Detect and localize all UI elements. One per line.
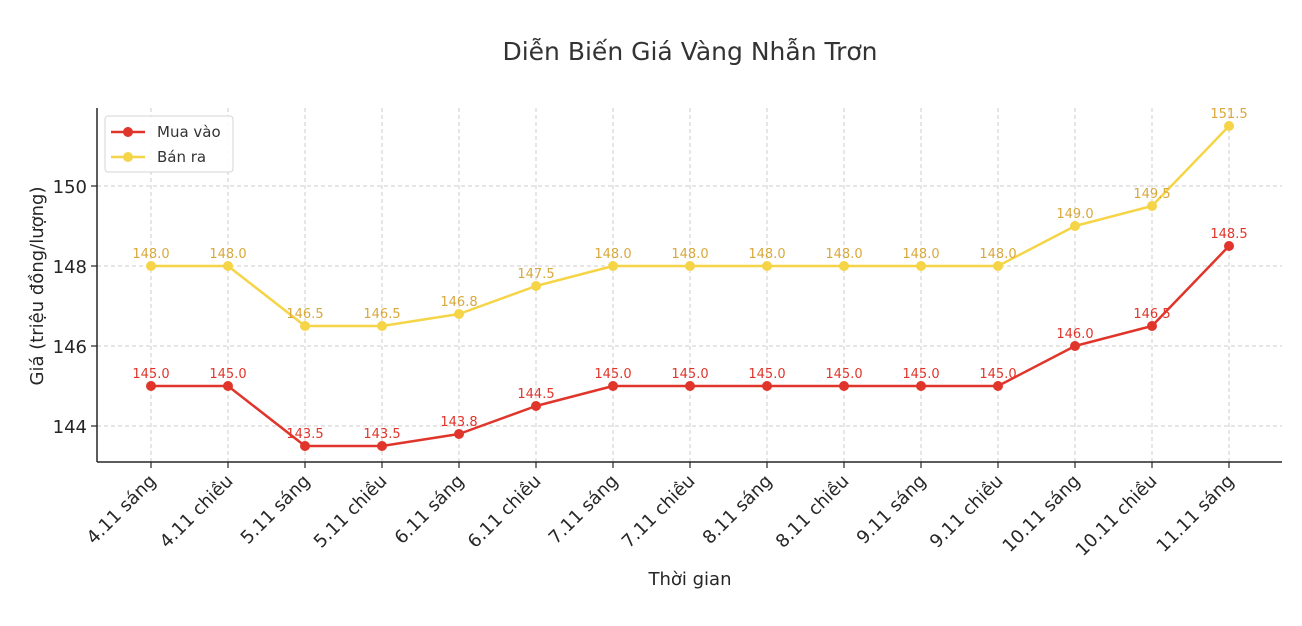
data-point-label: 145.0 [902, 367, 939, 382]
y-axis-ticks: 144 146 148 150 [53, 177, 97, 438]
data-point-label: 145.0 [132, 367, 169, 382]
legend-item-mua-vao: Mua vào [111, 123, 221, 141]
data-point-label: 148.5 [1210, 227, 1247, 242]
x-tick-label: 7.11 sáng [545, 471, 623, 549]
legend-item-ban-ra: Bán ra [111, 148, 206, 166]
data-point-marker [454, 309, 464, 319]
data-point-marker [146, 381, 156, 391]
data-point-label: 149.5 [1133, 187, 1170, 202]
data-point-marker [300, 321, 310, 331]
data-point-marker [1224, 121, 1234, 131]
data-point-marker [762, 261, 772, 271]
x-tick-label: 5.11 sáng [237, 471, 315, 549]
data-point-label: 149.0 [1056, 207, 1093, 222]
data-point-label: 148.0 [748, 247, 785, 262]
data-point-label: 143.5 [286, 427, 323, 442]
legend-marker-icon [123, 127, 133, 137]
data-point-marker [1147, 321, 1157, 331]
data-point-marker [377, 441, 387, 451]
data-point-marker [608, 261, 618, 271]
data-point-marker [454, 429, 464, 439]
x-tick-label: 9.11 sáng [853, 471, 931, 549]
data-point-label: 145.0 [748, 367, 785, 382]
data-point-label: 151.5 [1210, 107, 1247, 122]
data-point-label: 148.0 [671, 247, 708, 262]
data-point-label: 145.0 [209, 367, 246, 382]
data-point-marker [993, 261, 1003, 271]
y-axis-label: Giá (triệu đồng/lượng) [27, 186, 48, 385]
data-point-marker [1224, 241, 1234, 251]
legend: Mua vào Bán ra [104, 115, 234, 173]
data-point-label: 146.0 [1056, 327, 1093, 342]
data-point-label: 143.8 [440, 415, 477, 430]
data-point-label: 143.5 [363, 427, 400, 442]
x-tick-label: 4.11 sáng [83, 471, 161, 549]
data-point-label: 145.0 [825, 367, 862, 382]
y-tick-label: 146 [53, 337, 87, 358]
data-point-marker [685, 261, 695, 271]
data-point-marker [1070, 341, 1080, 351]
x-tick-label: 5.11 chiều [310, 471, 392, 553]
data-point-marker [762, 381, 772, 391]
x-tick-label: 10.11 chiều [1072, 471, 1162, 561]
data-point-marker [916, 381, 926, 391]
data-point-marker [223, 381, 233, 391]
y-tick-label: 144 [53, 417, 87, 438]
data-point-marker [377, 321, 387, 331]
data-point-marker [531, 281, 541, 291]
legend-marker-icon [123, 152, 133, 162]
data-point-marker [993, 381, 1003, 391]
y-tick-label: 148 [53, 257, 87, 278]
data-point-label: 144.5 [517, 387, 554, 402]
data-point-label: 146.8 [440, 295, 477, 310]
data-point-label: 147.5 [517, 267, 554, 282]
legend-label: Bán ra [157, 148, 206, 166]
data-point-label: 148.0 [979, 247, 1016, 262]
data-point-marker [839, 261, 849, 271]
x-tick-label: 4.11 chiều [156, 471, 238, 553]
x-tick-label: 6.11 chiều [464, 471, 546, 553]
x-tick-label: 10.11 sáng [999, 471, 1085, 557]
data-point-marker [300, 441, 310, 451]
data-point-label: 146.5 [1133, 307, 1170, 322]
data-point-label: 146.5 [363, 307, 400, 322]
data-point-label: 146.5 [286, 307, 323, 322]
data-point-label: 148.0 [132, 247, 169, 262]
series-line [151, 125, 1230, 328]
chart-title: Diễn Biến Giá Vàng Nhẫn Trơn [502, 37, 877, 66]
data-point-marker [1147, 201, 1157, 211]
data-point-label: 145.0 [979, 367, 1016, 382]
data-point-marker [608, 381, 618, 391]
data-point-marker [531, 401, 541, 411]
series-mua-vao: 145.0 145.0 143.5 143.5 143.8 144.5 145.0 145.0… [132, 227, 1248, 451]
data-point-label: 148.0 [594, 247, 631, 262]
data-point-label: 145.0 [594, 367, 631, 382]
x-tick-label: 11.11 sáng [1153, 471, 1239, 557]
x-tick-label: 7.11 chiều [618, 471, 700, 553]
x-tick-label: 8.11 chiều [772, 471, 854, 553]
data-point-label: 145.0 [671, 367, 708, 382]
data-point-marker [1070, 221, 1080, 231]
x-tick-label: 6.11 sáng [391, 471, 469, 549]
data-point-marker [839, 381, 849, 391]
x-tick-label: 8.11 sáng [699, 471, 777, 549]
data-point-marker [916, 261, 926, 271]
x-axis-label: Thời gian [647, 569, 731, 590]
y-tick-label: 150 [53, 177, 87, 198]
data-point-label: 148.0 [902, 247, 939, 262]
x-tick-label: 9.11 chiều [926, 471, 1008, 553]
data-point-marker [223, 261, 233, 271]
data-point-marker [146, 261, 156, 271]
series-ban-ra: 148.0 148.0 146.5 146.5 146.8 147.5 148.0 148.0… [132, 107, 1248, 331]
data-point-marker [685, 381, 695, 391]
data-point-label: 148.0 [825, 247, 862, 262]
series: 145.0 145.0 143.5 143.5 143.8 144.5 145.0 145.0… [132, 107, 1248, 451]
data-point-label: 148.0 [209, 247, 246, 262]
grid [97, 108, 1282, 462]
legend-label: Mua vào [157, 123, 221, 141]
